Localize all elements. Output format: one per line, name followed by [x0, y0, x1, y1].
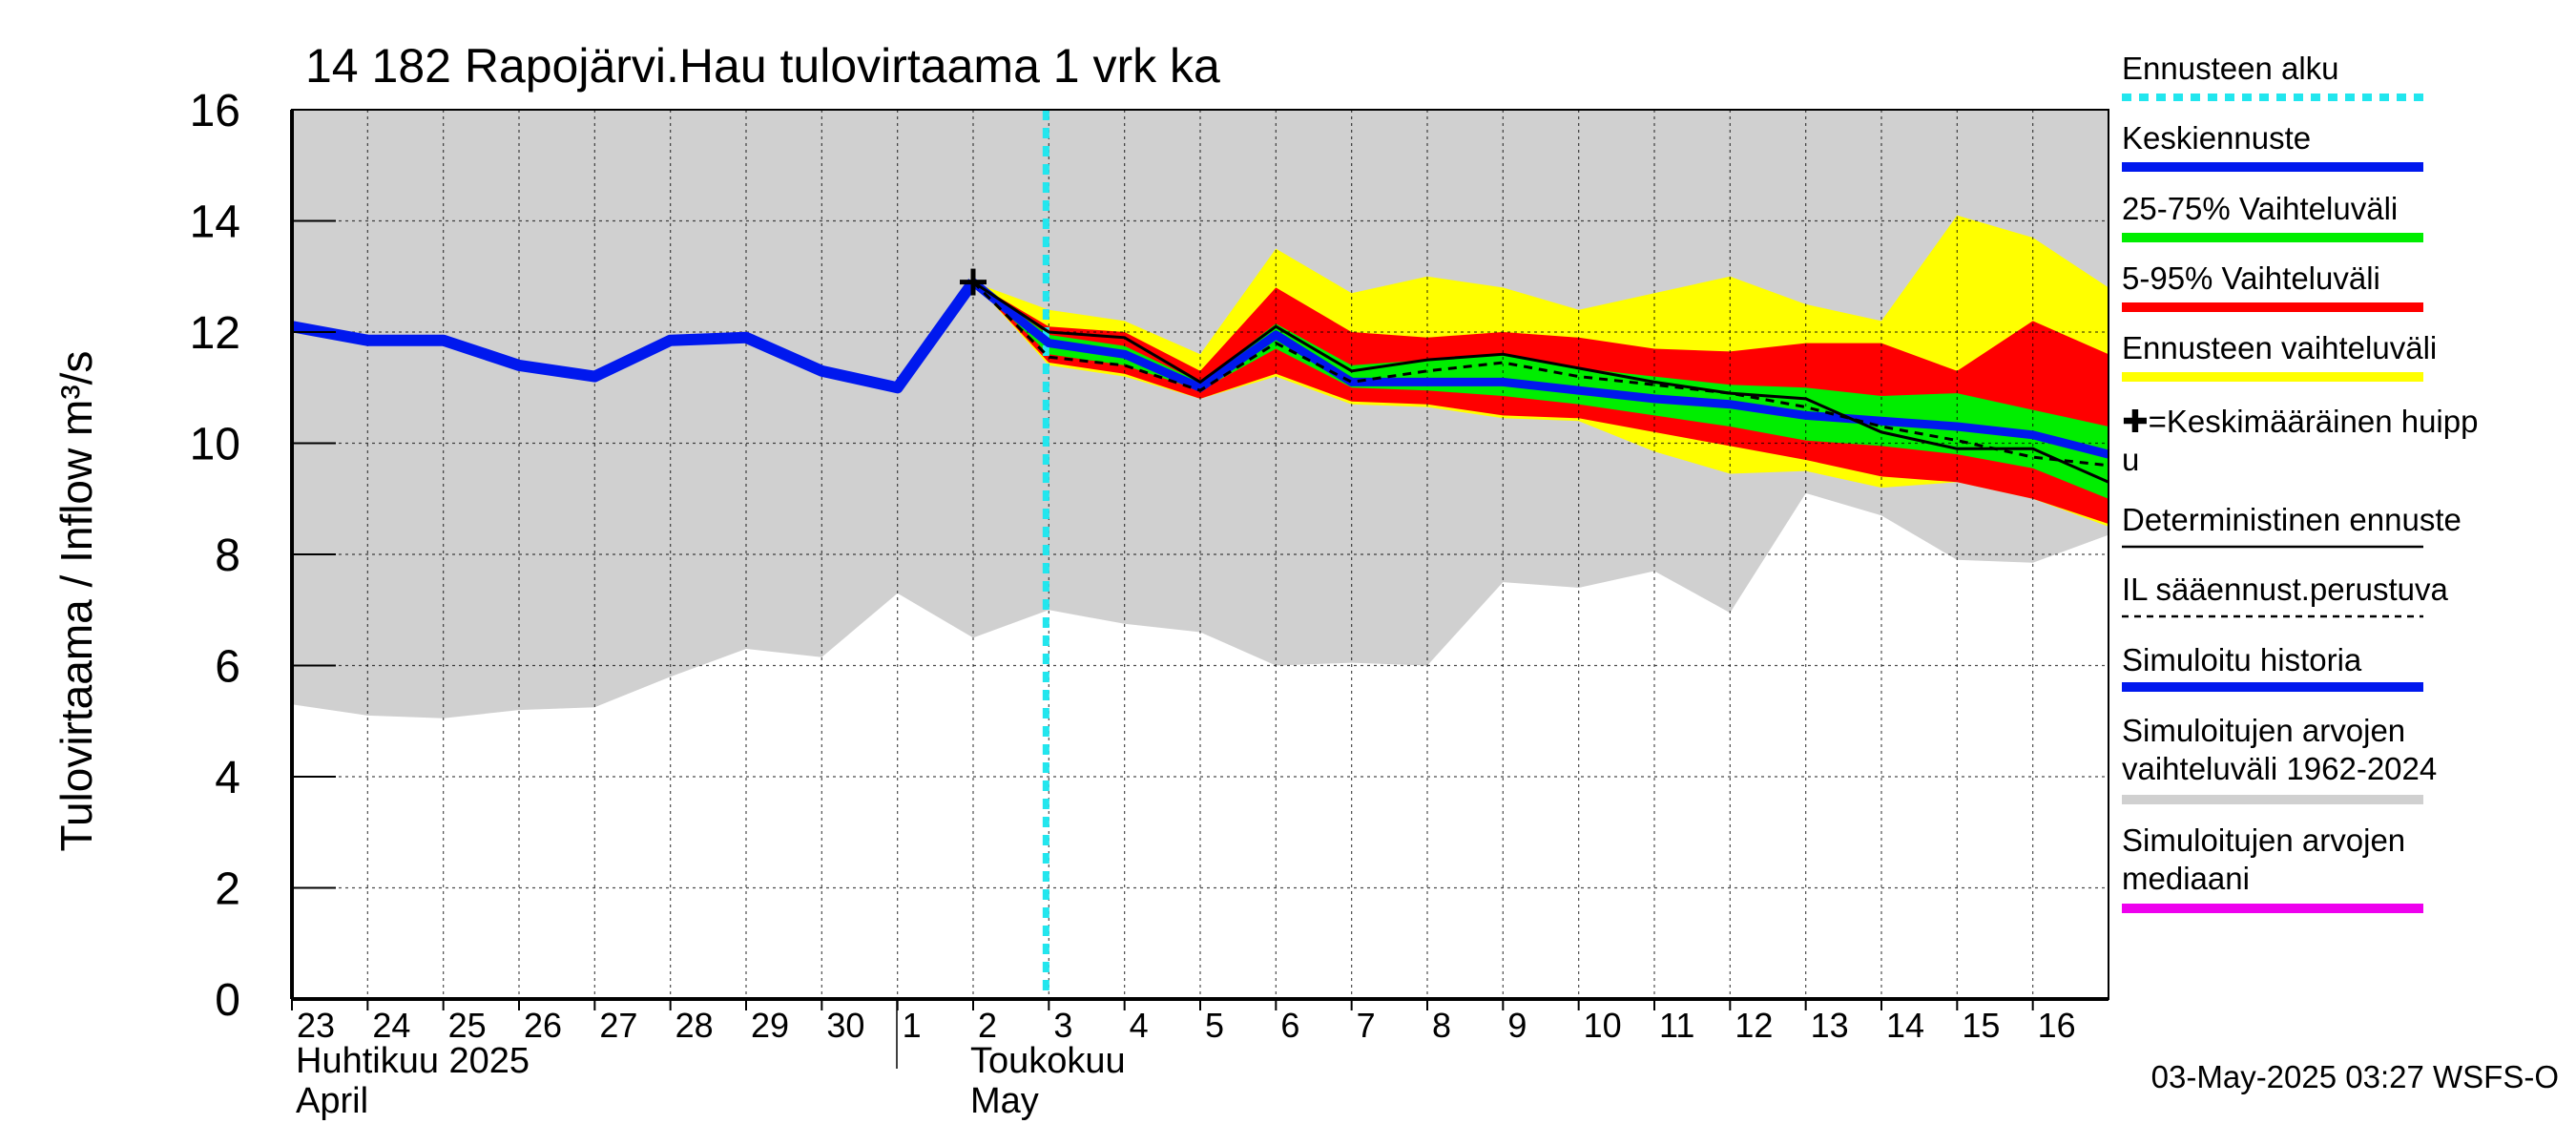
- legend-label: vaihteluväli 1962-2024: [2122, 751, 2437, 786]
- x-tick-label: 28: [675, 1006, 714, 1045]
- legend-label: mediaani: [2122, 861, 2250, 896]
- x-tick-label: 4: [1130, 1006, 1149, 1045]
- legend-label: ✚=Keskimääräinen huipp: [2122, 404, 2478, 439]
- deterministic-forecast-line: [972, 281, 2109, 484]
- legend-label: Simuloitu historia: [2122, 642, 2362, 677]
- month-label-april-en: April: [296, 1081, 368, 1121]
- x-tick-label: 8: [1432, 1006, 1451, 1045]
- legend-label: Deterministinen ennuste: [2122, 502, 2462, 537]
- x-tick-label: 26: [524, 1006, 562, 1045]
- legend-label: Simuloitujen arvojen: [2122, 713, 2405, 748]
- x-tick-label: 16: [2038, 1006, 2076, 1045]
- x-tick-label: 14: [1886, 1006, 1924, 1045]
- x-ticks: 23 24 25 26 27 28 29 30 1 2 3 4 5 6 7 8 9 10 11 12 13 14 15 16: [291, 999, 2076, 1045]
- x-tick-label: 2: [978, 1006, 997, 1045]
- y-tick-label: 2: [215, 864, 240, 915]
- y-tick-label: 16: [190, 86, 240, 136]
- x-tick-label: 11: [1659, 1006, 1694, 1045]
- x-tick-label: 27: [599, 1006, 637, 1045]
- y-ticks: 0 2 4 6 8 10 12 14 16: [190, 86, 336, 1026]
- y-tick-label: 8: [215, 531, 240, 581]
- x-tick-label: 13: [1811, 1006, 1849, 1045]
- y-axis-label: Tulovirtaama / Inflow m³/s: [52, 351, 101, 852]
- legend-label: Ennusteen vaihteluväli: [2122, 330, 2437, 365]
- x-tick-label: 15: [1962, 1006, 2000, 1045]
- x-tick-label: 10: [1584, 1006, 1622, 1045]
- x-tick-label: 1: [903, 1006, 922, 1045]
- month-label-may-fi: Toukokuu: [970, 1041, 1126, 1081]
- legend-label: Simuloitujen arvojen: [2122, 822, 2405, 858]
- legend-label: u: [2122, 442, 2139, 477]
- timestamp: 03-May-2025 03:27 WSFS-O: [2151, 1059, 2559, 1094]
- month-label-may-en: May: [970, 1081, 1039, 1121]
- legend-label: IL sääennust.perustuva: [2122, 572, 2448, 607]
- legend-label: Keskiennuste: [2122, 120, 2311, 156]
- chart-title: 14 182 Rapojärvi.Hau tulovirtaama 1 vrk …: [305, 39, 1220, 93]
- x-tick-label: 6: [1280, 1006, 1299, 1045]
- x-tick-label: 5: [1205, 1006, 1224, 1045]
- x-tick-label: 3: [1053, 1006, 1072, 1045]
- x-tick-label: 24: [372, 1006, 410, 1045]
- legend-label: 5-95% Vaihteluväli: [2122, 260, 2380, 296]
- x-tick-label: 29: [751, 1006, 789, 1045]
- x-tick-label: 25: [448, 1006, 487, 1045]
- y-tick-label: 4: [215, 753, 240, 803]
- x-tick-label: 30: [826, 1006, 864, 1045]
- x-tick-label: 12: [1735, 1006, 1773, 1045]
- legend: Ennusteen alku Keskiennuste 25-75% Vaihtel…: [2122, 51, 2478, 913]
- x-tick-label: 7: [1357, 1006, 1376, 1045]
- y-tick-label: 10: [190, 420, 240, 470]
- x-tick-label: 23: [297, 1006, 335, 1045]
- x-tick-label: 9: [1507, 1006, 1527, 1045]
- y-tick-label: 12: [190, 308, 240, 359]
- il-forecast-line: [971, 281, 2109, 468]
- mean-forecast-line: [970, 279, 2110, 459]
- y-tick-label: 14: [190, 198, 240, 248]
- mean-peak-marker: [960, 268, 987, 296]
- month-label-april-fi: Huhtikuu 2025: [296, 1041, 530, 1081]
- legend-label: 25-75% Vaihteluväli: [2122, 191, 2398, 226]
- y-tick-label: 0: [215, 975, 240, 1026]
- y-tick-label: 6: [215, 642, 240, 693]
- simulated-history-line: [290, 279, 978, 394]
- legend-label: Ennusteen alku: [2122, 51, 2339, 86]
